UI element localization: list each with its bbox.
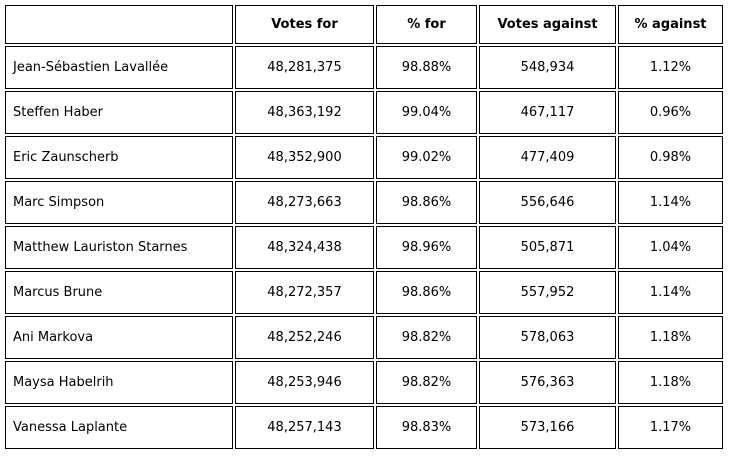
cell-pct-against: 1.14% [618,271,723,314]
cell-votes-for: 48,257,143 [235,406,374,449]
cell-votes-for: 48,352,900 [235,136,374,179]
cell-votes-for: 48,281,375 [235,46,374,89]
cell-pct-for: 98.86% [376,271,477,314]
column-header-votes-for: Votes for [235,5,374,44]
header-row: Votes for % for Votes against % against [5,5,723,44]
cell-name: Marcus Brune [5,271,233,314]
cell-pct-against: 1.17% [618,406,723,449]
cell-votes-for: 48,363,192 [235,91,374,134]
cell-votes-against: 477,409 [479,136,616,179]
cell-name: Steffen Haber [5,91,233,134]
cell-pct-against: 1.04% [618,226,723,269]
cell-pct-against: 1.14% [618,181,723,224]
cell-pct-against: 1.18% [618,361,723,404]
table-row: Maysa Habelrih 48,253,946 98.82% 576,363… [5,361,723,404]
table-row: Eric Zaunscherb 48,352,900 99.02% 477,40… [5,136,723,179]
cell-votes-against: 557,952 [479,271,616,314]
cell-name: Eric Zaunscherb [5,136,233,179]
column-header-pct-against: % against [618,5,723,44]
column-header-name [5,5,233,44]
cell-pct-for: 98.82% [376,361,477,404]
cell-votes-for: 48,253,946 [235,361,374,404]
table-row: Matthew Lauriston Starnes 48,324,438 98.… [5,226,723,269]
cell-votes-against: 576,363 [479,361,616,404]
cell-pct-for: 98.83% [376,406,477,449]
cell-pct-against: 0.96% [618,91,723,134]
table-row: Ani Markova 48,252,246 98.82% 578,063 1.… [5,316,723,359]
cell-name: Jean-Sébastien Lavallée [5,46,233,89]
cell-pct-for: 98.88% [376,46,477,89]
table-row: Marcus Brune 48,272,357 98.86% 557,952 1… [5,271,723,314]
cell-pct-for: 99.02% [376,136,477,179]
column-header-votes-against: Votes against [479,5,616,44]
cell-name: Matthew Lauriston Starnes [5,226,233,269]
cell-name: Vanessa Laplante [5,406,233,449]
results-table: Votes for % for Votes against % against … [3,3,725,451]
cell-votes-for: 48,273,663 [235,181,374,224]
table-row: Jean-Sébastien Lavallée 48,281,375 98.88… [5,46,723,89]
cell-name: Marc Simpson [5,181,233,224]
cell-pct-for: 98.82% [376,316,477,359]
cell-votes-against: 467,117 [479,91,616,134]
cell-votes-against: 578,063 [479,316,616,359]
cell-pct-for: 99.04% [376,91,477,134]
cell-pct-against: 1.12% [618,46,723,89]
cell-name: Ani Markova [5,316,233,359]
cell-pct-against: 1.18% [618,316,723,359]
cell-pct-against: 0.98% [618,136,723,179]
table-row: Steffen Haber 48,363,192 99.04% 467,117 … [5,91,723,134]
cell-votes-for: 48,252,246 [235,316,374,359]
table-row: Marc Simpson 48,273,663 98.86% 556,646 1… [5,181,723,224]
cell-pct-for: 98.86% [376,181,477,224]
cell-votes-against: 573,166 [479,406,616,449]
cell-votes-for: 48,324,438 [235,226,374,269]
cell-votes-against: 548,934 [479,46,616,89]
cell-votes-for: 48,272,357 [235,271,374,314]
cell-votes-against: 505,871 [479,226,616,269]
cell-pct-for: 98.96% [376,226,477,269]
column-header-pct-for: % for [376,5,477,44]
cell-name: Maysa Habelrih [5,361,233,404]
cell-votes-against: 556,646 [479,181,616,224]
table-row: Vanessa Laplante 48,257,143 98.83% 573,1… [5,406,723,449]
